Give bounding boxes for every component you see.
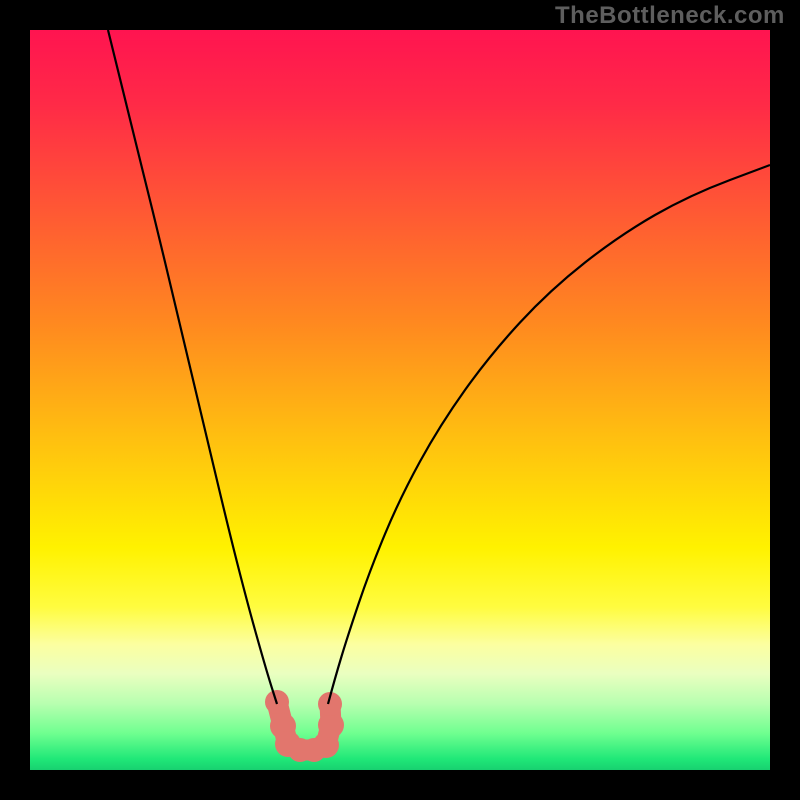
chart-svg <box>30 30 770 770</box>
gradient-background <box>30 30 770 770</box>
watermark-text: TheBottleneck.com <box>555 2 785 30</box>
chart-frame: TheBottleneck.com <box>0 0 800 800</box>
plot-area <box>30 30 770 770</box>
